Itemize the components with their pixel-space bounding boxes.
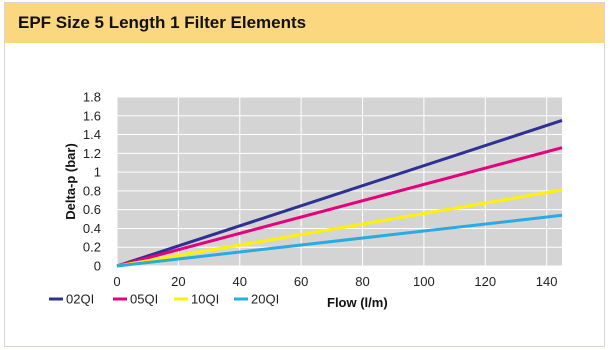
- y-tick-label: 1.6: [83, 108, 101, 123]
- series-line-02qi: [116, 119, 563, 268]
- chart-header: EPF Size 5 Length 1 Filter Elements: [5, 3, 604, 43]
- x-tick-label: 20: [171, 274, 185, 289]
- y-tick-label: 0.2: [83, 240, 101, 255]
- x-tick-label: 60: [294, 274, 308, 289]
- y-tick-label: 1: [94, 165, 101, 180]
- series-line-10qi: [116, 188, 563, 268]
- series-line-20qi: [116, 213, 563, 268]
- legend-label-10qi: 10QI: [191, 292, 219, 307]
- x-axis-label: Flow (l/m): [327, 295, 388, 310]
- chart-title: EPF Size 5 Length 1 Filter Elements: [18, 13, 307, 32]
- legend-label-20qi: 20QI: [251, 292, 279, 307]
- y-tick-label: 0.6: [83, 202, 101, 217]
- x-tick-label: 100: [413, 274, 435, 289]
- y-tick-label: 1.4: [83, 127, 101, 142]
- y-tick-label: 0: [94, 259, 101, 274]
- y-tick-label: 0.8: [83, 183, 101, 198]
- x-tick-label: 80: [355, 274, 369, 289]
- x-tick-label: 120: [474, 274, 496, 289]
- x-tick-label: 0: [113, 274, 120, 289]
- y-tick-label: 1.2: [83, 146, 101, 161]
- y-tick-label: 0.4: [83, 221, 101, 236]
- plot-area: [117, 97, 562, 266]
- legend-label-05qi: 05QI: [130, 292, 158, 307]
- y-axis-label: Delta-p (bar): [63, 143, 78, 220]
- series-line-05qi: [116, 146, 563, 268]
- legend-label-02qi: 02QI: [66, 292, 94, 307]
- x-tick-label: 140: [536, 274, 558, 289]
- x-tick-label: 40: [233, 274, 247, 289]
- y-tick-label: 1.8: [83, 90, 101, 105]
